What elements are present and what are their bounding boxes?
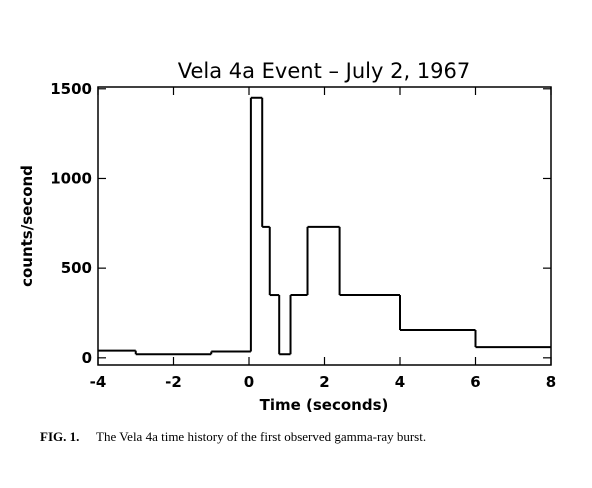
y-tick-label: 1000 <box>50 169 92 187</box>
x-tick-label: -4 <box>90 373 107 391</box>
x-axis-label: Time (seconds) <box>260 396 389 414</box>
x-tick-label: 0 <box>244 373 254 391</box>
y-tick-label: 500 <box>61 259 92 277</box>
x-tick-label: 2 <box>319 373 329 391</box>
x-tick-label: -2 <box>165 373 182 391</box>
y-tick-label: 0 <box>82 349 92 367</box>
x-tick-label: 4 <box>395 373 405 391</box>
y-tick-label: 1500 <box>50 80 92 98</box>
figure-label: FIG. 1. <box>40 429 79 444</box>
x-tick-label: 6 <box>470 373 480 391</box>
x-tick-label: 8 <box>546 373 556 391</box>
y-axis-label: counts/second <box>18 165 36 287</box>
caption: The Vela 4a time history of the first ob… <box>96 429 426 444</box>
chart-title: Vela 4a Event – July 2, 1967 <box>178 59 471 83</box>
